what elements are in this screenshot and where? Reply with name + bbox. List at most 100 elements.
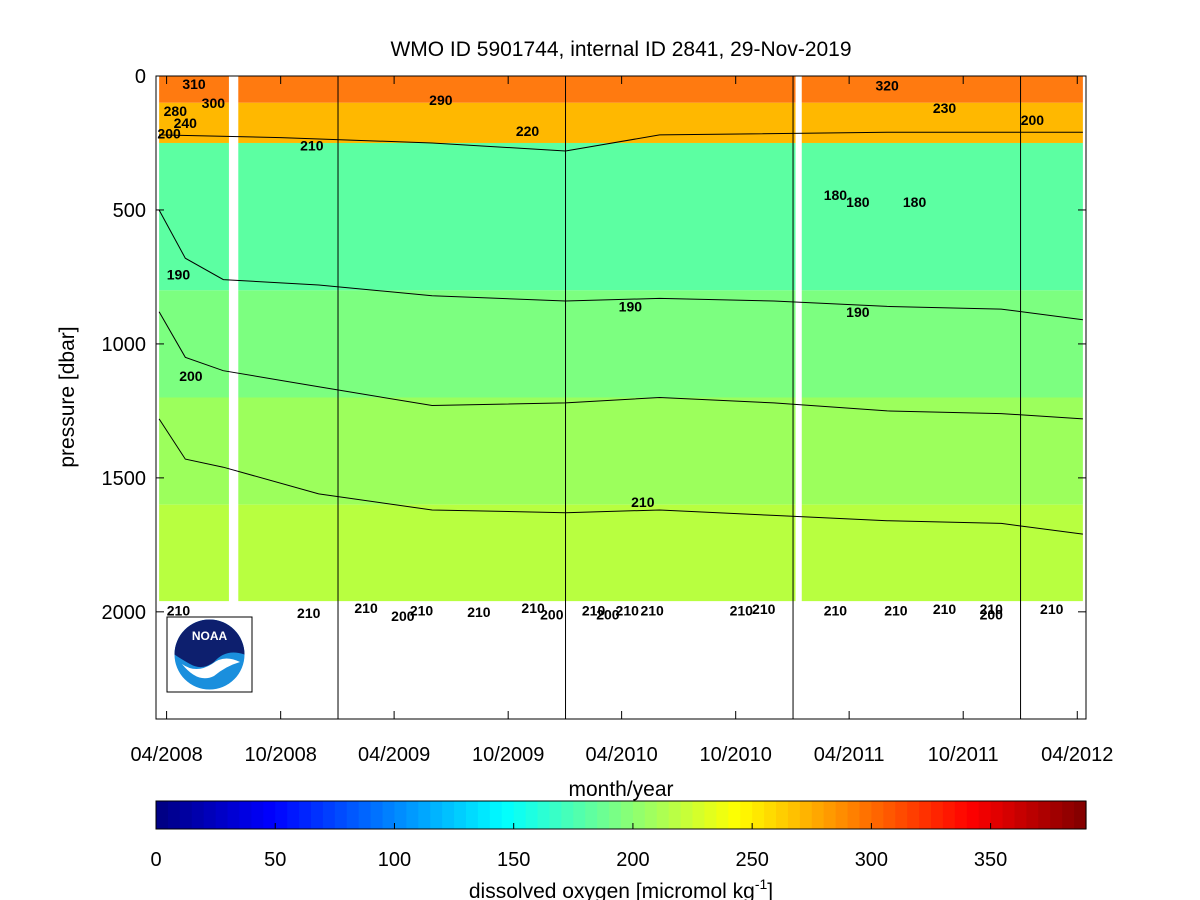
colorbar-segment: [251, 801, 264, 829]
y-tick-label: 1500: [102, 468, 147, 490]
colorbar-segment: [573, 801, 586, 829]
colorbar-segment: [561, 801, 574, 829]
colorbar-segment: [299, 801, 312, 829]
colorbar-segment: [1074, 801, 1087, 829]
colorbar-segment: [454, 801, 467, 829]
colorbar-segment: [466, 801, 479, 829]
colorbar-segment: [370, 801, 384, 829]
colorbar-segment: [275, 801, 288, 829]
x-tick-label: 10/2011: [928, 744, 999, 766]
colorbar-segment: [477, 801, 491, 829]
colorbar-tick-label: 50: [264, 849, 286, 871]
noaa-logo: NOAA: [166, 616, 253, 693]
colorbar-segment: [942, 801, 956, 829]
colorbar-segment: [668, 801, 682, 829]
colorbar-segment: [179, 801, 193, 829]
contour-label: 210: [410, 602, 434, 618]
colorbar-frame: [155, 800, 1087, 830]
x-tick-label: 10/2010: [700, 744, 772, 766]
contour-label: 210: [824, 602, 848, 618]
contour-label: 200: [391, 608, 415, 624]
colorbar-segment: [430, 801, 443, 829]
x-axis-title: month/year: [568, 778, 673, 801]
colorbar-segment: [740, 801, 753, 829]
colorbar-segment: [227, 801, 241, 829]
colorbar-segment: [597, 801, 610, 829]
contour-label: 320: [875, 77, 899, 93]
colorbar-segment: [728, 801, 741, 829]
colorbar-segment: [752, 801, 765, 829]
colorbar-segment: [931, 801, 944, 829]
y-axis: 0 500 1000 1500 2000: [102, 66, 1086, 624]
y-tick-label: 0: [135, 66, 146, 88]
colorbar-segment: [513, 801, 527, 829]
contour-label: 210: [752, 601, 776, 617]
contour-label: 210: [300, 138, 324, 154]
colorbar-segment: [442, 801, 455, 829]
colorbar: [156, 801, 1087, 829]
colorbar-segment: [156, 801, 169, 829]
colorbar-segment: [1002, 801, 1016, 829]
colorbar-segment: [287, 801, 300, 829]
colorbar-tick-label: 150: [497, 849, 530, 871]
contour-label: 200: [540, 607, 564, 623]
colorbar-segment: [358, 801, 372, 829]
x-tick-label: 04/2011: [814, 744, 885, 766]
colorbar-segment: [990, 801, 1004, 829]
x-tick-label: 10/2009: [472, 744, 544, 766]
data-gap: [228, 76, 239, 604]
contour-label: 210: [933, 601, 957, 617]
colorbar-ticks: 0 50 100 150 200 250 300 350: [150, 823, 1007, 871]
oxygen-band: [159, 397, 1083, 505]
colorbar-title: dissolved oxygen [micromol kg-1]: [469, 876, 773, 900]
contour-label: 210: [1040, 601, 1064, 617]
colorbar-segment: [847, 801, 861, 829]
y-tick-label: 1000: [102, 334, 147, 356]
colorbar-segment: [382, 801, 396, 829]
colorbar-segment: [322, 801, 336, 829]
colorbar-segment: [871, 801, 884, 829]
colorbar-segment: [787, 801, 801, 829]
contour-label: 220: [516, 123, 540, 139]
colorbar-segment: [776, 801, 789, 829]
colorbar-segment: [394, 801, 407, 829]
year-marker-lines: [337, 76, 1022, 719]
contour-label: 240: [174, 115, 198, 131]
contour-label: 190: [846, 304, 870, 320]
contour-label: 310: [182, 76, 206, 92]
colorbar-segment: [883, 801, 896, 829]
colorbar-segment: [692, 801, 706, 829]
contour-label: 230: [933, 100, 957, 116]
y-tick-label: 2000: [102, 602, 147, 624]
contour-label: 210: [582, 602, 606, 618]
contour-label: 210: [616, 602, 640, 618]
colorbar-tick-label: 250: [735, 849, 768, 871]
contour-label: 210: [354, 600, 378, 616]
data-gaps: [228, 76, 802, 604]
colorbar-segment: [489, 801, 503, 829]
contour-label: 210: [521, 600, 545, 616]
colorbar-segment: [799, 801, 813, 829]
colorbar-segment: [954, 801, 968, 829]
colorbar-segment: [311, 801, 324, 829]
colorbar-segment: [203, 801, 217, 829]
contour-label: 280: [164, 103, 188, 119]
colorbar-tick-label: 350: [974, 849, 1007, 871]
contour-label: 200: [1021, 112, 1045, 128]
colorbar-segment: [1050, 801, 1063, 829]
colorbar-segment: [919, 801, 932, 829]
colorbar-segment: [704, 801, 717, 829]
colorbar-tick-label: 300: [855, 849, 888, 871]
colorbar-segment: [1014, 801, 1027, 829]
contour-label: 210: [980, 601, 1004, 617]
oxygen-band: [159, 142, 1083, 291]
colorbar-segment: [895, 801, 908, 829]
contour-label: 210: [467, 604, 491, 620]
colorbar-segment: [334, 801, 348, 829]
contour-label: 190: [619, 298, 643, 314]
contour-label: 180: [846, 194, 870, 210]
oxygen-band: [159, 504, 1083, 602]
oxygen-band: [159, 290, 1083, 398]
contour-label: 190: [167, 266, 191, 282]
